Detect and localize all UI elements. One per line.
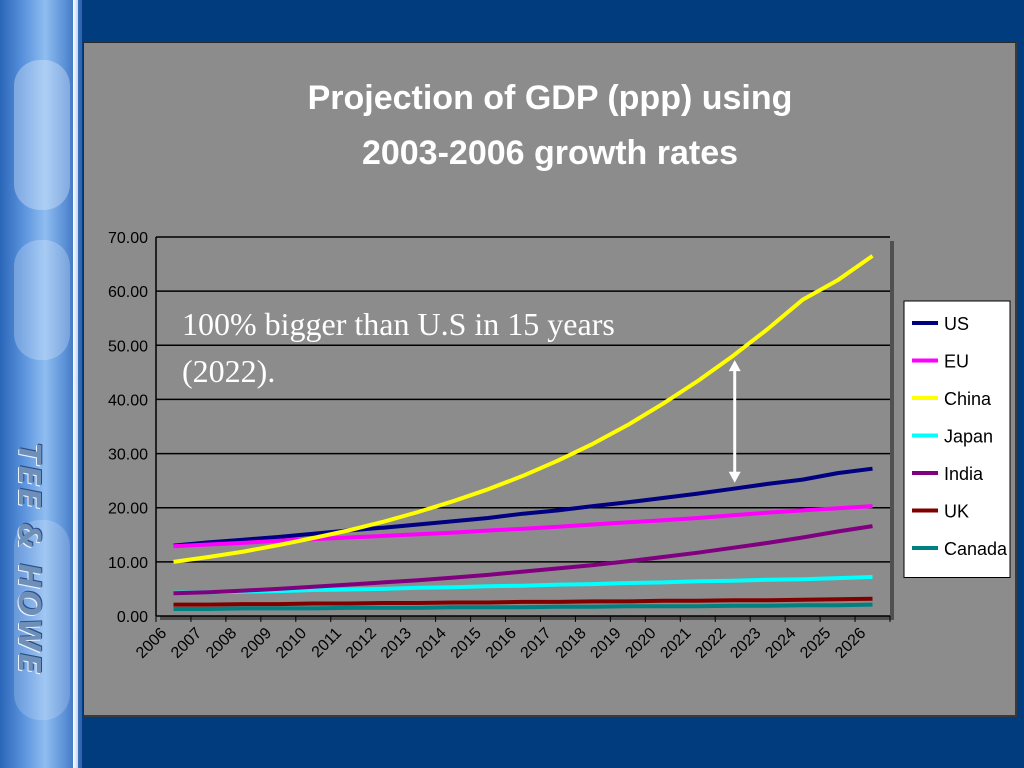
x-tick-label: 2016 (483, 625, 520, 662)
x-tick-label: 2010 (273, 625, 310, 662)
series-line-india (173, 524, 873, 596)
x-tick-label: 2013 (378, 625, 415, 662)
annotation-arrowhead-up (728, 360, 741, 372)
y-tick-label: 0.00 (117, 609, 148, 626)
legend-box (903, 300, 1011, 578)
series-line-uk (173, 596, 873, 607)
legend-label-uk: UK (944, 502, 969, 522)
annotation-arrowhead-down (728, 471, 741, 483)
test-tube-graphic (14, 520, 70, 720)
chart-title: Projection of GDP (ppp) using 2003-2006 g… (308, 79, 793, 172)
x-tick-label: 2018 (553, 625, 590, 662)
series-line-japan (173, 575, 873, 595)
y-tick-label: 70.00 (108, 230, 148, 247)
chart-title-line: Projection of GDP (ppp) using (308, 79, 793, 117)
legend-label-china: China (944, 389, 992, 409)
chart-title-line: 2003-2006 growth rates (362, 134, 738, 172)
side-banner: TEE & HOWE (0, 0, 82, 768)
series-line-china (173, 254, 874, 564)
y-tick-label: 40.00 (108, 392, 148, 409)
series-line-us (173, 466, 873, 548)
x-tick-label: 2008 (203, 625, 240, 662)
legend-label-japan: Japan (944, 427, 993, 447)
x-tick-label: 2014 (413, 625, 450, 662)
x-tick-label: 2024 (762, 625, 799, 662)
x-tick-label: 2021 (657, 625, 694, 662)
chart-legend: US EU China Japan India UK Canada (903, 300, 1011, 578)
plot-background (156, 237, 890, 616)
plot-area: 0.00 10.00 20.00 30.00 40.00 50.00 60.00 70.00 2… (108, 230, 894, 662)
test-tube-graphic (14, 240, 70, 360)
x-tick-label: 2023 (727, 625, 764, 662)
x-tick-label: 2022 (692, 625, 729, 662)
x-tick-label: 2019 (587, 625, 624, 662)
series-line-eu (173, 504, 873, 549)
chart-panel: Projection of GDP (ppp) using 2003-2006 g… (83, 42, 1017, 717)
x-tick-label: 2025 (797, 625, 834, 662)
x-tick-label: 2012 (343, 625, 380, 662)
annotation-text-line: 100% bigger than U.S in 15 years (182, 306, 615, 342)
x-tick-label: 2026 (832, 625, 869, 662)
y-tick-label: 60.00 (108, 284, 148, 301)
brand-logo-text: TEE & HOWE (11, 443, 46, 676)
x-tick-label: 2017 (518, 625, 555, 662)
y-tick-label: 10.00 (108, 555, 148, 572)
legend-label-us: US (944, 314, 969, 334)
x-tick-label: 2007 (168, 625, 205, 662)
banner-divider (73, 0, 78, 768)
x-tick-label: 2009 (238, 625, 275, 662)
y-tick-label: 50.00 (108, 338, 148, 355)
legend-label-canada: Canada (944, 539, 1008, 559)
x-tick-label: 2015 (448, 625, 485, 662)
x-tick-label: 2006 (133, 625, 170, 662)
y-tick-label: 20.00 (108, 501, 148, 518)
legend-label-india: India (944, 464, 984, 484)
gdp-line-chart: Projection of GDP (ppp) using 2003-2006 g… (108, 79, 1011, 662)
y-tick-label: 30.00 (108, 447, 148, 464)
annotation-text-line: (2022). (182, 353, 275, 389)
series-line-canada (173, 602, 873, 611)
chart-annotation: 100% bigger than U.S in 15 years (2022). (182, 306, 741, 483)
x-tick-label: 2011 (309, 625, 345, 661)
legend-label-eu: EU (944, 352, 969, 372)
x-tick-label: 2020 (622, 625, 659, 662)
test-tube-graphic (14, 60, 70, 210)
